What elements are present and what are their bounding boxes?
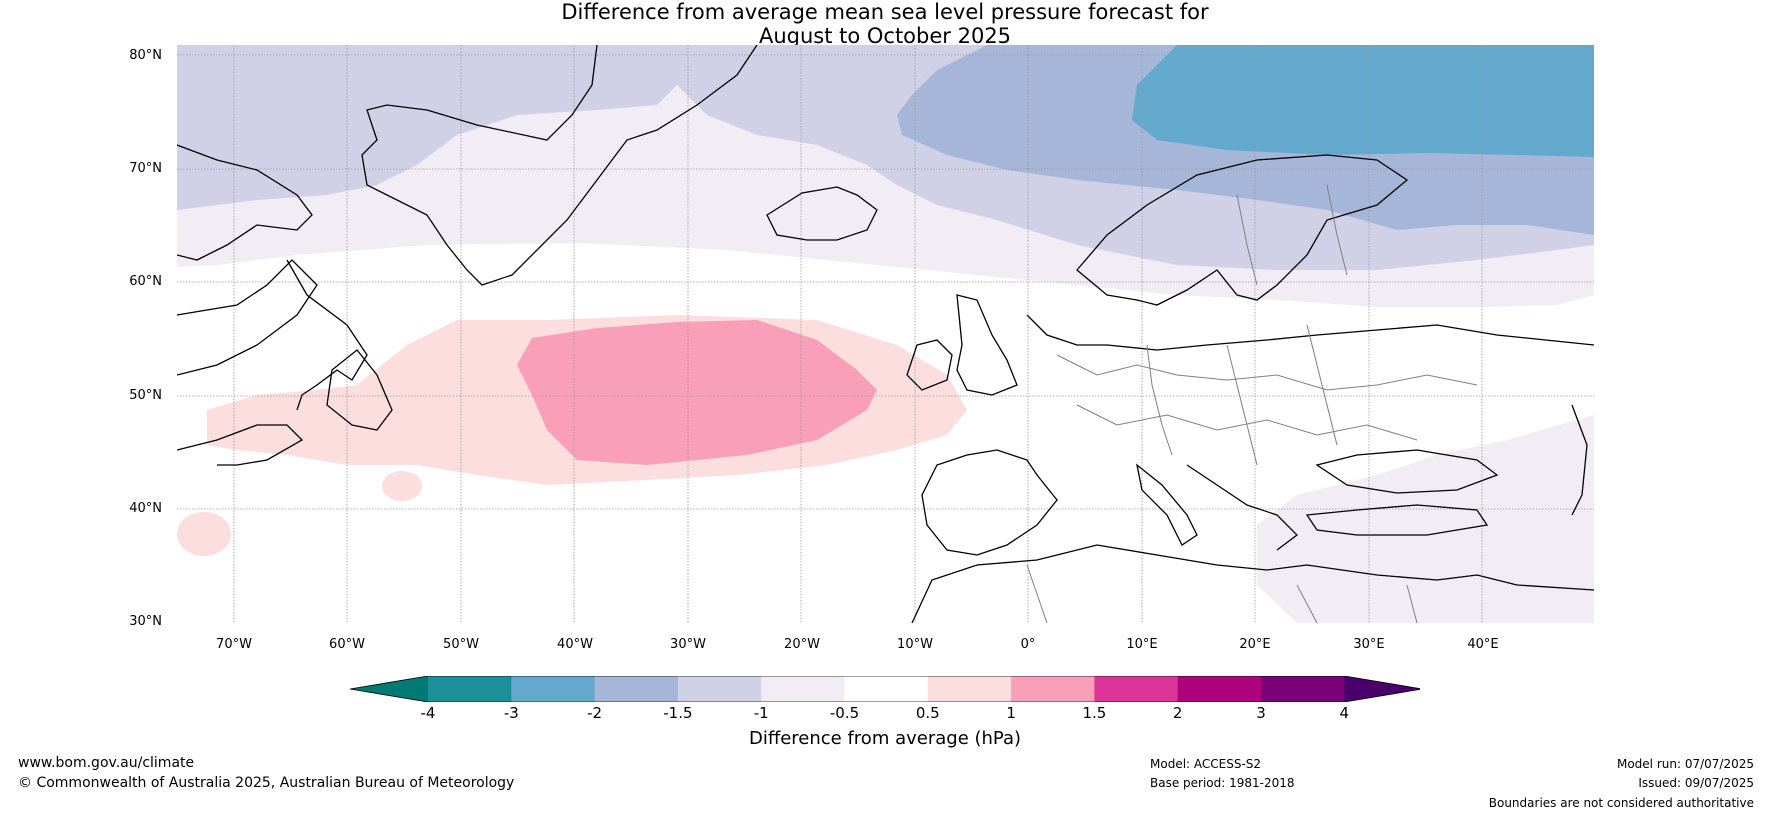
lon-label-50w: 50°W — [443, 637, 479, 652]
border-7 — [1326, 184, 1348, 276]
lon-label-60w: 60°W — [329, 637, 365, 652]
website-link[interactable]: www.bom.gov.au/climate — [18, 755, 195, 771]
colorbar — [350, 676, 1420, 702]
colorbar-tick-label: 3 — [1256, 704, 1266, 722]
border-3 — [1146, 344, 1173, 456]
model-run-text: Model run: 07/07/2025 — [1616, 757, 1754, 771]
colorbar-segment — [761, 676, 845, 702]
border-5 — [1306, 324, 1338, 446]
colorbar-segment — [428, 676, 512, 702]
colorbar-tick-label: 0.5 — [915, 704, 940, 722]
lon-label-10e: 10°E — [1126, 637, 1158, 652]
colorbar-tick-label: 1 — [1006, 704, 1016, 722]
border-9 — [1406, 584, 1418, 623]
lat-label-80n: 80°N — [129, 48, 162, 63]
coast-black-sea — [1315, 449, 1499, 494]
base-period-text: Base period: 1981-2018 — [1150, 776, 1295, 790]
border-1 — [1056, 354, 1478, 391]
coast-labrador — [286, 259, 368, 411]
lat-label-30n: 30°N — [129, 614, 162, 629]
colorbar-tick-label: -1 — [753, 704, 769, 722]
lat-label-40n: 40°N — [129, 501, 162, 516]
lon-label-30e: 30°E — [1353, 637, 1385, 652]
anomaly-region-below-neg-2 — [1132, 45, 1594, 157]
coast-italy — [1136, 463, 1198, 546]
anomaly-region-1-to-1.5 — [517, 320, 877, 465]
border-8 — [1296, 584, 1318, 623]
coast-europe-main — [1026, 314, 1594, 351]
colorbar-tick-label: -4 — [420, 704, 436, 722]
lon-label-70w: 70°W — [216, 637, 252, 652]
lat-label-50n: 50°N — [129, 388, 162, 403]
colorbar-label: Difference from average (hPa) — [748, 728, 1022, 749]
coast-caspian — [1571, 404, 1588, 516]
colorbar-tick-label: -0.5 — [829, 704, 860, 722]
colorbar-segment — [511, 676, 596, 702]
colorbar-segment — [1094, 676, 1179, 702]
copyright-text: © Commonwealth of Australia 2025, Austra… — [18, 775, 515, 791]
lon-label-40e: 40°E — [1467, 637, 1499, 652]
coast-nova-scotia — [177, 424, 304, 466]
graticule — [177, 45, 1594, 623]
colorbar-segment — [844, 676, 929, 702]
colorbar-segment — [594, 676, 679, 702]
colorbar-segment — [927, 676, 1012, 702]
coast-balkans — [1186, 464, 1298, 551]
lon-label-20w: 20°W — [784, 637, 820, 652]
coast-iceland — [766, 186, 878, 241]
colorbar-tick-label: -2 — [587, 704, 603, 722]
coast-north-africa — [911, 544, 1594, 623]
disclaimer-text: Boundaries are not considered authoritat… — [1488, 796, 1754, 810]
issued-text: Issued: 09/07/2025 — [1638, 776, 1754, 790]
colorbar-segment — [677, 676, 762, 702]
lon-label-0: 0° — [1020, 637, 1036, 652]
border-10 — [1026, 564, 1048, 623]
anomaly-region-0.5-to-1-small — [177, 512, 231, 556]
coast-iberia — [921, 449, 1058, 556]
lon-label-20e: 20°E — [1239, 637, 1271, 652]
title-line-1: Difference from average mean sea level p… — [561, 0, 1209, 24]
colorbar-segment — [1261, 676, 1345, 702]
title-line-2: August to October 2025 — [758, 24, 1012, 48]
border-6 — [1236, 194, 1258, 286]
colorbar-arrow-high — [1344, 676, 1420, 702]
coast-scandinavia — [1076, 154, 1409, 306]
colorbar-segment — [1177, 676, 1262, 702]
coast-newfoundland — [326, 349, 393, 431]
map-title: Difference from average mean sea level p… — [0, 0, 1770, 48]
border-2 — [1076, 404, 1418, 441]
country-borders — [1026, 184, 1478, 623]
lon-label-30w: 30°W — [670, 637, 706, 652]
border-4 — [1226, 344, 1258, 466]
model-text: Model: ACCESS-S2 — [1150, 757, 1262, 771]
anomaly-region-0.5-to-1-island — [382, 471, 422, 501]
coast-ireland — [906, 339, 953, 391]
lat-label-70n: 70°N — [129, 161, 162, 176]
coastlines — [177, 45, 1594, 623]
coast-greenland — [361, 45, 758, 286]
colorbar-segment — [1011, 676, 1095, 702]
colorbar-tick-label: 1.5 — [1082, 704, 1107, 722]
coast-britain — [956, 294, 1018, 396]
coast-turkey — [1305, 504, 1489, 536]
lon-label-40w: 40°W — [557, 637, 593, 652]
colorbar-tick-label: -3 — [503, 704, 519, 722]
lon-label-10w: 10°W — [897, 637, 933, 652]
colorbar-tick-label: -1.5 — [663, 704, 693, 722]
anomaly-shading — [177, 45, 1594, 623]
anomaly-region-neg-0.5-to-neg-1-southeast — [1257, 415, 1594, 623]
coast-canada-east — [177, 259, 318, 376]
pressure-anomaly-map[interactable] — [177, 45, 1594, 623]
colorbar-arrow-low — [350, 676, 428, 702]
colorbar-tick-label: 2 — [1172, 704, 1183, 722]
lat-label-60n: 60°N — [129, 274, 162, 289]
colorbar-tick-label: 4 — [1339, 704, 1350, 722]
colorbar-segments — [350, 676, 1420, 702]
coast-canada-north — [177, 144, 313, 261]
